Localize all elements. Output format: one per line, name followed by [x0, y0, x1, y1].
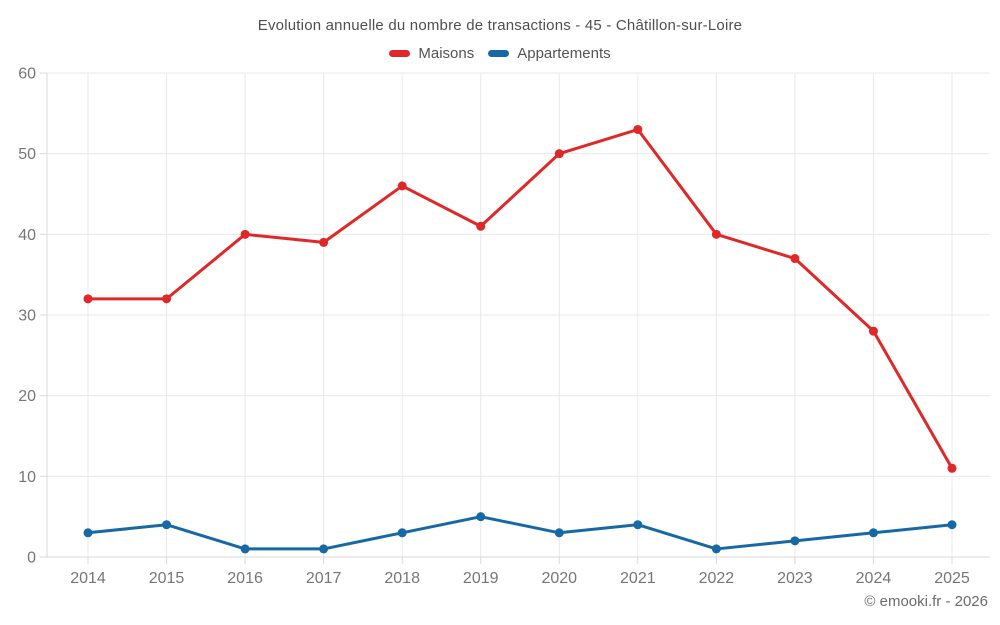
legend-label: Appartements [517, 45, 611, 62]
legend-item-appartements[interactable]: Appartements [488, 45, 611, 62]
x-tick-label: 2016 [227, 570, 263, 587]
x-tick-label: 2024 [856, 570, 892, 587]
data-point-appartements [319, 544, 329, 554]
series-line-appartements [86, 515, 954, 551]
legend-label: Maisons [418, 45, 475, 62]
x-tick-label: 2018 [384, 570, 420, 587]
data-point-appartements [868, 528, 878, 538]
data-point-appartements [162, 520, 172, 530]
data-point-maisons [554, 149, 564, 159]
data-point-appartements [554, 528, 564, 538]
data-point-appartements [83, 528, 93, 538]
x-tick-label: 2020 [541, 570, 577, 587]
data-point-appartements [476, 512, 486, 522]
data-point-appartements [711, 544, 721, 554]
x-tick-label: 2025 [934, 570, 970, 587]
data-point-maisons [711, 229, 721, 239]
legend-item-maisons[interactable]: Maisons [389, 45, 474, 62]
y-tick-label: 0 [27, 550, 36, 567]
y-tick-label: 60 [18, 66, 36, 83]
series-line-maisons [86, 127, 954, 470]
data-point-maisons [83, 294, 93, 304]
y-tick-label: 40 [18, 227, 36, 244]
data-point-appartements [947, 520, 957, 530]
chart-title: Evolution annuelle du nombre de transact… [257, 17, 743, 34]
data-point-maisons [476, 221, 486, 231]
data-point-maisons [633, 124, 643, 134]
x-tick-label: 2015 [149, 570, 185, 587]
data-point-appartements [240, 544, 250, 554]
data-point-appartements [397, 528, 407, 538]
data-point-maisons [319, 237, 329, 247]
legend-swatch-icon [488, 50, 510, 57]
x-tick-label: 2021 [620, 570, 656, 587]
data-point-appartements [790, 536, 800, 546]
data-point-maisons [397, 181, 407, 191]
chart-legend: Maisons Appartements [0, 45, 1000, 62]
legend-swatch-icon [389, 50, 411, 57]
data-point-appartements [633, 520, 643, 530]
data-point-maisons [947, 463, 957, 473]
data-point-maisons [240, 229, 250, 239]
x-tick-label: 2023 [777, 570, 813, 587]
copyright-text: © emooki.fr - 2026 [864, 593, 988, 610]
y-tick-label: 30 [18, 308, 36, 325]
data-point-maisons [790, 254, 800, 264]
x-tick-label: 2017 [306, 570, 342, 587]
y-tick-label: 10 [18, 469, 36, 486]
x-tick-label: 2014 [70, 570, 106, 587]
x-tick-label: 2022 [699, 570, 735, 587]
data-point-maisons [868, 326, 878, 336]
y-tick-label: 50 [18, 146, 36, 163]
y-tick-label: 20 [18, 388, 36, 405]
data-point-maisons [162, 294, 172, 304]
x-tick-label: 2019 [463, 570, 499, 587]
